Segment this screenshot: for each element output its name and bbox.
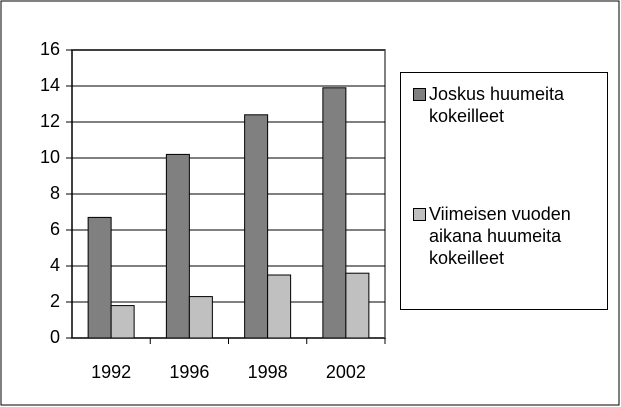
y-tick-label: 6: [50, 219, 60, 239]
y-tick-label: 16: [40, 39, 60, 59]
y-tick-label: 4: [50, 255, 60, 275]
bar: [267, 274, 292, 339]
legend: Joskus huumeita kokeilleet Viimeisen vuod…: [400, 72, 608, 310]
y-tick-label: 10: [40, 147, 60, 167]
legend-swatch: [413, 208, 426, 221]
y-tick-label: 2: [50, 291, 60, 311]
legend-entry: Viimeisen vuoden aikana huumeita kokeill…: [413, 203, 598, 269]
bar: [110, 305, 135, 339]
x-tick-label: 2002: [326, 362, 366, 382]
x-tick-label: 1996: [169, 362, 209, 382]
y-tick-label: 14: [40, 75, 60, 95]
legend-entry: Joskus huumeita kokeilleet: [413, 83, 598, 127]
legend-label: Joskus huumeita kokeilleet: [429, 84, 565, 126]
y-tick-label: 12: [40, 111, 60, 131]
bar: [244, 114, 269, 339]
y-tick-label: 8: [50, 183, 60, 203]
bar: [87, 216, 112, 339]
y-tick-label: 0: [50, 327, 60, 347]
bar: [188, 296, 213, 339]
bar: [322, 87, 347, 339]
bar: [165, 153, 190, 339]
legend-swatch: [413, 88, 426, 101]
legend-label: Viimeisen vuoden aikana huumeita kokeill…: [429, 204, 571, 268]
x-tick-label: 1992: [91, 362, 131, 382]
bar: [345, 272, 370, 339]
x-tick-label: 1998: [248, 362, 288, 382]
